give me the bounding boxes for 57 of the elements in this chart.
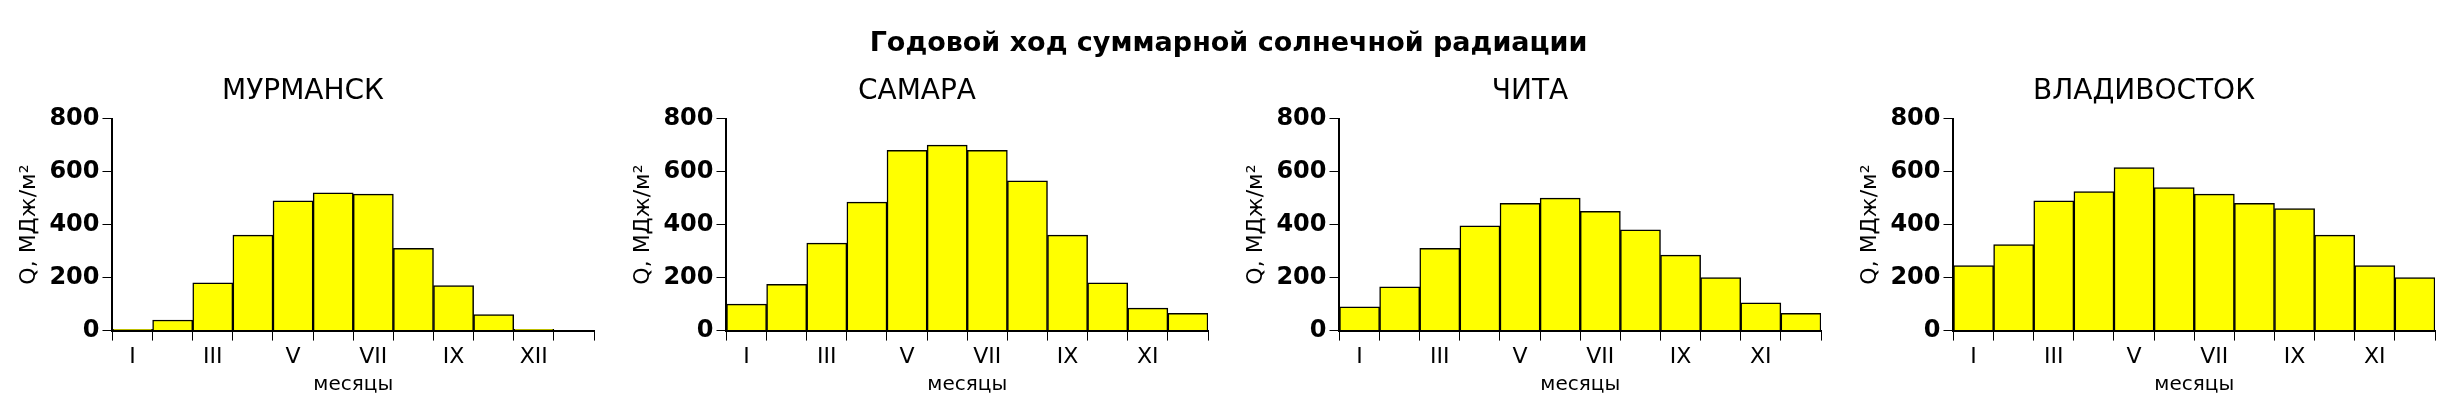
x-tick-label: IX (1056, 342, 1078, 368)
x-axis-title: месяцы (926, 371, 1007, 396)
y-tick-label: 400 (1890, 208, 1941, 237)
x-tick-label: I (1356, 342, 1364, 368)
y-tick-label: 0 (1923, 314, 1941, 343)
x-tick-label: V (2126, 342, 2142, 368)
x-tick-label: IX (1670, 342, 1692, 368)
x-tick-label: XII (519, 342, 548, 368)
y-axis-title: Q, МДж/м² (628, 164, 654, 285)
y-tick-label: 200 (1890, 261, 1941, 290)
y-tick-label: 400 (663, 208, 714, 237)
x-tick-label: V (899, 342, 915, 368)
y-tick-label: 400 (49, 208, 100, 237)
x-tick-label: V (1512, 342, 1528, 368)
x-tick-label: I (129, 342, 136, 368)
x-tick-label: VII (359, 342, 388, 368)
y-tick-label: 600 (1890, 155, 1941, 184)
y-tick-label: 800 (663, 102, 714, 131)
y-tick-label: 0 (82, 314, 100, 343)
x-tick-label: III (1430, 342, 1450, 368)
y-tick-label: 200 (49, 261, 100, 290)
x-axis-title: месяцы (2154, 371, 2235, 396)
y-axis-title: Q, МДж/м² (14, 164, 40, 285)
chart-title: ВЛАДИВОСТОК (2032, 73, 2256, 107)
chart-title: ЧИТА (1492, 73, 1569, 107)
y-tick-label: 800 (1890, 102, 1941, 131)
y-tick-label: 600 (1276, 155, 1327, 184)
x-tick-label: IX (2283, 342, 2306, 368)
x-tick-label: V (285, 342, 301, 368)
y-tick-label: 0 (696, 314, 714, 343)
y-tick-label: 600 (663, 155, 714, 184)
x-tick-label: I (742, 342, 750, 368)
y-tick-label: 400 (1276, 208, 1327, 237)
y-tick-label: 200 (1276, 261, 1327, 290)
chart-title: МУРМАНСК (222, 73, 385, 107)
x-tick-label: VII (2200, 342, 2229, 368)
chart-title: САМАРА (857, 73, 976, 107)
x-tick-label: III (203, 342, 223, 368)
x-tick-label: III (2044, 342, 2064, 368)
x-tick-label: IX (442, 342, 465, 368)
x-tick-label: I (1970, 342, 1977, 368)
x-axis-title: месяцы (313, 371, 394, 396)
y-tick-label: 800 (1276, 102, 1327, 131)
text: Годовой ход суммарной солнечной радиации (868, 25, 1589, 59)
y-axis-title: Q, МДж/м² (1242, 164, 1268, 285)
x-tick-label: XI (1136, 342, 1159, 368)
x-tick-label: XI (1750, 342, 1772, 368)
x-tick-label: III (816, 342, 837, 368)
y-tick-label: 0 (1310, 314, 1327, 343)
y-tick-label: 200 (663, 261, 714, 290)
x-tick-label: VII (972, 342, 1001, 368)
x-axis-title: месяцы (1540, 371, 1621, 396)
y-tick-label: 600 (49, 155, 100, 184)
y-axis-title: Q, МДж/м² (1855, 164, 1881, 285)
x-tick-label: VII (1586, 342, 1615, 368)
x-tick-label: XI (2364, 342, 2386, 368)
y-tick-label: 800 (49, 102, 100, 131)
